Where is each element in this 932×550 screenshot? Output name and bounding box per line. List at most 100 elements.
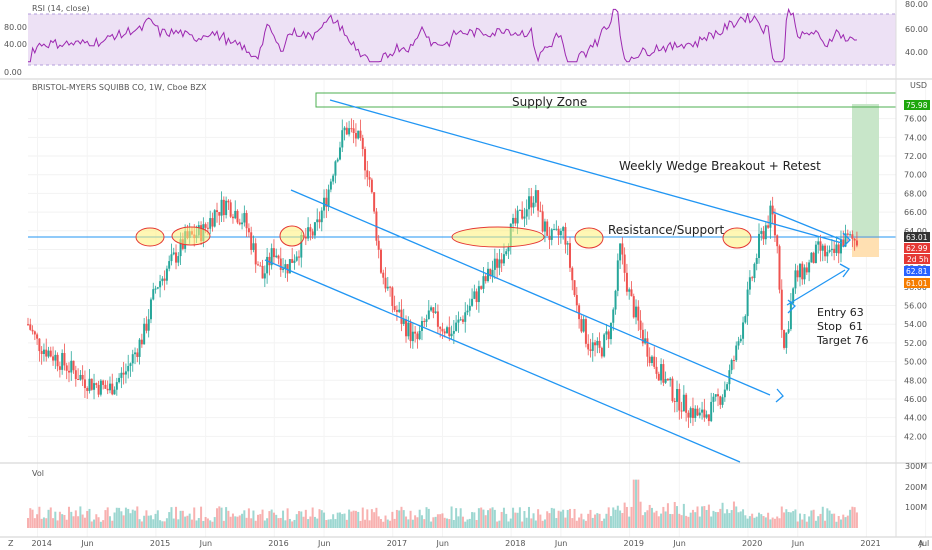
volume-bar bbox=[635, 479, 638, 528]
candle-body bbox=[377, 240, 380, 250]
volume-bar bbox=[764, 517, 767, 528]
volume-bar bbox=[106, 507, 109, 528]
candle-body bbox=[409, 322, 412, 342]
price-tick: 74.00 bbox=[904, 133, 927, 142]
candle-body bbox=[252, 243, 255, 250]
volume-bar bbox=[70, 511, 73, 528]
volume-bar bbox=[86, 510, 89, 528]
candle-body bbox=[120, 372, 123, 378]
volume-bar bbox=[325, 520, 328, 528]
candle-body bbox=[129, 363, 132, 366]
price-pane[interactable]: BRISTOL-MYERS SQUIBB CO, 1W, Cboe BZX US… bbox=[27, 81, 930, 463]
volume-bar bbox=[102, 520, 105, 528]
candle-body bbox=[787, 329, 790, 333]
candle-body bbox=[407, 322, 410, 337]
volume-bar bbox=[391, 511, 394, 528]
volume-bar bbox=[427, 508, 430, 528]
volume-bar bbox=[168, 512, 171, 528]
volume-bar bbox=[446, 518, 449, 528]
volume-bar bbox=[138, 519, 141, 528]
volume-pane[interactable]: Vol 300M 200M 100M bbox=[27, 462, 927, 528]
candle-body bbox=[644, 338, 647, 344]
candle-body bbox=[550, 229, 553, 240]
x-tick: Jul bbox=[919, 539, 930, 548]
vol-tick-300: 300M bbox=[905, 462, 927, 471]
volume-bar bbox=[543, 519, 546, 528]
volume-bar bbox=[79, 506, 82, 528]
candle-body bbox=[348, 128, 351, 135]
candle-body bbox=[327, 189, 330, 207]
candle-body bbox=[785, 332, 788, 348]
volume-bar bbox=[780, 506, 783, 528]
candle-body bbox=[833, 248, 836, 253]
volume-bar bbox=[669, 513, 672, 528]
volume-bar bbox=[343, 513, 346, 528]
volume-bar bbox=[737, 512, 740, 528]
volume-bar bbox=[443, 517, 446, 528]
candle-body bbox=[99, 380, 102, 395]
candle-body bbox=[206, 227, 209, 229]
badge-bg-target bbox=[904, 100, 930, 110]
candle-body bbox=[687, 412, 690, 418]
candle-body bbox=[368, 177, 371, 180]
x-tick: 2015 bbox=[150, 539, 170, 548]
volume-bar bbox=[250, 518, 253, 528]
volume-bar bbox=[582, 519, 585, 528]
volume-bar bbox=[450, 506, 453, 528]
candle-body bbox=[664, 378, 667, 383]
volume-bar bbox=[830, 513, 833, 528]
candle-body bbox=[241, 222, 244, 225]
volume-bar bbox=[448, 519, 451, 528]
volume-bar bbox=[589, 509, 592, 528]
volume-bar bbox=[710, 516, 713, 528]
volume-bar bbox=[696, 506, 699, 528]
volume-bar bbox=[186, 515, 189, 528]
candle-body bbox=[77, 379, 80, 381]
volume-bar bbox=[108, 516, 111, 528]
candle-body bbox=[81, 374, 84, 380]
volume-bar bbox=[379, 519, 382, 528]
volume-bar bbox=[839, 519, 842, 528]
volume-bar bbox=[666, 503, 669, 528]
volume-bar bbox=[698, 516, 701, 528]
volume-bar bbox=[58, 511, 61, 528]
volume-bar bbox=[375, 507, 378, 528]
volume-bar bbox=[835, 521, 838, 528]
volume-bar bbox=[129, 513, 132, 528]
a-button[interactable]: A bbox=[918, 539, 924, 548]
volume-bar bbox=[295, 514, 298, 528]
candle-body bbox=[154, 288, 157, 290]
volume-bar bbox=[359, 520, 362, 528]
candle-body bbox=[621, 243, 624, 255]
candle-body bbox=[307, 227, 310, 239]
volume-bar bbox=[767, 512, 770, 528]
volume-bar bbox=[821, 506, 824, 528]
candle-body bbox=[849, 234, 852, 236]
volume-bar bbox=[787, 512, 790, 528]
candle-body bbox=[124, 371, 127, 375]
volume-bar bbox=[566, 509, 569, 528]
candle-body bbox=[830, 248, 833, 251]
time-axis[interactable]: 2014 Jun 2015 Jun 2016 Jun 2017 Jun 2018 Jun 2019 J… bbox=[31, 539, 929, 548]
volume-bar bbox=[527, 506, 530, 528]
candle-body bbox=[218, 211, 221, 216]
volume-bar bbox=[505, 513, 508, 528]
candle-body bbox=[382, 272, 385, 278]
candle-body bbox=[361, 137, 364, 150]
volume-bar bbox=[798, 513, 801, 528]
z-button[interactable]: Z bbox=[8, 539, 14, 548]
volume-bar bbox=[382, 521, 385, 528]
volume-bar bbox=[735, 506, 738, 528]
candle-body bbox=[471, 298, 474, 306]
candle-body bbox=[814, 244, 817, 264]
volume-bar bbox=[188, 513, 191, 528]
candle-body bbox=[851, 234, 854, 239]
rsi-pane[interactable]: RSI (14, close) 80.00 40.00 0.00 80.00 6… bbox=[4, 0, 928, 77]
candle-body bbox=[259, 265, 262, 267]
volume-bar bbox=[518, 507, 521, 528]
volume-bar bbox=[395, 509, 398, 528]
volume-bar bbox=[159, 520, 162, 528]
candle-body bbox=[739, 338, 742, 342]
volume-bar bbox=[714, 512, 717, 528]
